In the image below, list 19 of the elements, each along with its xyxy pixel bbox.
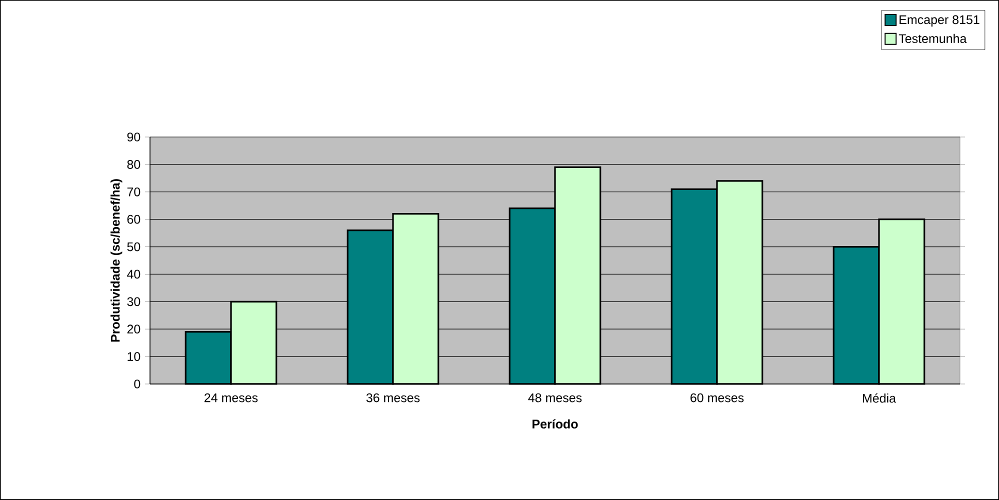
y-tick-label: 20	[127, 324, 140, 334]
x-tick-label: Média	[862, 393, 896, 403]
y-tick-label: 80	[127, 160, 140, 169]
y-axis-title: Produtividade (sc/benef/ha)	[110, 179, 122, 342]
y-tick-label: 90	[127, 132, 140, 142]
x-tick-label: 60 meses	[690, 393, 744, 402]
y-tick-label: 30	[127, 297, 140, 306]
y-tick-label: 60	[127, 214, 140, 224]
x-tick-label: 48 meses	[528, 393, 582, 402]
y-tick-label: 0	[134, 380, 140, 388]
y-tick-label: 70	[127, 187, 140, 196]
x-tick-label: 24 meses	[204, 393, 258, 402]
legend-label: Testemunha	[898, 34, 967, 44]
x-axis-title: Período	[532, 419, 578, 429]
legend-label: Emcaper 8151	[900, 15, 980, 27]
x-tick-label: 36 meses	[366, 393, 420, 402]
y-tick-label: 40	[127, 270, 140, 279]
y-tick-label: 10	[128, 352, 140, 361]
y-tick-label: 50	[127, 242, 140, 252]
